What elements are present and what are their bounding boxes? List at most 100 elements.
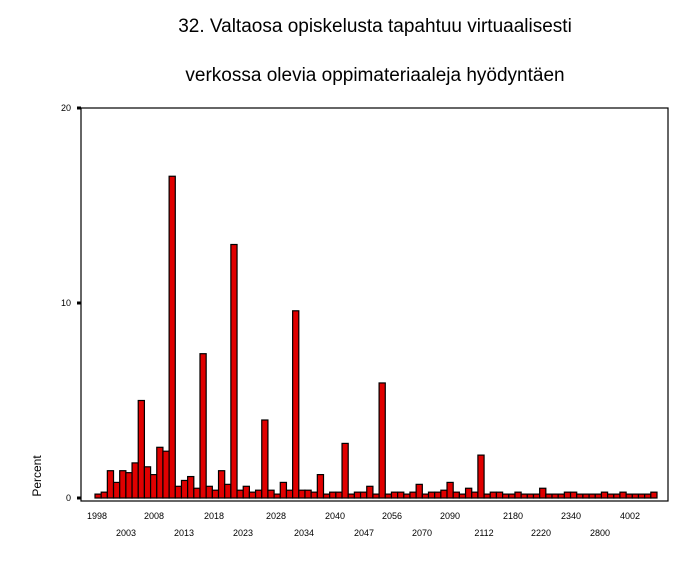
x-tick-label: 2018 [204,511,224,521]
bar [205,485,213,499]
y-tick-label: 20 [61,103,71,113]
x-tick-label: 2112 [474,528,493,538]
bar [594,493,603,499]
bar [174,485,183,499]
x-tick-label: 2034 [294,528,314,538]
bar [353,491,362,499]
bar [384,493,393,499]
x-tick-label: 2023 [233,528,253,538]
bar [477,454,485,499]
bar [236,489,244,499]
bar [100,491,108,499]
bar [532,493,541,499]
y-axis-label: Percent [30,455,44,497]
bar [508,493,516,499]
bar [224,483,232,499]
bar [637,493,646,499]
bar [131,462,139,499]
bar [502,493,510,499]
bar [625,493,633,499]
bar [335,491,343,499]
x-axis: 1998 2008 2018 2028 2040 2056 2090 2180 2340 4002… [87,511,640,538]
bar [613,493,621,499]
x-tick-label: 2180 [503,511,523,521]
bar [588,493,596,499]
bar [378,382,386,499]
bar [440,489,448,499]
bar [545,493,553,499]
bar [434,491,442,499]
bar [644,493,652,499]
bar [489,491,498,499]
bar [390,491,399,499]
bar [421,493,430,499]
bar [261,419,269,499]
bar [242,485,251,499]
bar [576,493,584,499]
bar [119,470,127,499]
chart-title-line-1: 32. Valtaosa opiskelusta tapahtuu virtua… [178,16,572,37]
bar [341,442,349,499]
bar [471,491,479,499]
x-tick-label: 2008 [144,511,164,521]
bar [600,491,609,499]
x-tick-label: 2070 [412,528,432,538]
bar [149,474,158,499]
x-tick-label: 2028 [266,511,286,521]
bar [273,493,281,499]
bar [347,493,355,499]
bar [458,493,467,499]
x-tick-label: 2090 [440,511,460,521]
chart-title-line-2: verkossa olevia oppimateriaaleja hyödynt… [185,65,565,86]
bar [526,493,535,499]
bar [582,493,590,499]
bar [619,491,627,499]
bar [230,243,238,499]
bar [180,479,189,499]
bar [427,491,436,499]
x-tick-label: 2056 [382,511,402,521]
x-tick-label: 2013 [174,528,194,538]
bar [409,491,417,499]
bar [316,474,325,499]
y-tick-label: 0 [66,493,71,503]
bar [452,491,460,499]
bar [279,481,288,499]
bar [569,491,578,499]
bar [143,466,152,499]
bar [403,493,411,499]
bar [415,483,423,499]
x-tick-label: 1998 [87,511,107,521]
bar [551,493,559,499]
bar [539,487,547,499]
bar [650,491,658,499]
bar [483,493,491,499]
bar [397,491,405,499]
bar [464,487,473,499]
bar [125,472,133,499]
bar [162,450,170,499]
x-tick-label: 2040 [325,511,345,521]
y-axis: 0 10 20 [61,103,81,503]
bar [304,489,312,499]
x-tick-label: 2047 [354,528,374,538]
bar [310,491,318,499]
x-tick-label: 2800 [590,528,610,538]
bar [248,491,257,499]
y-tick-label: 10 [61,298,71,308]
bar [137,399,146,499]
bar [106,470,115,499]
bar [112,481,121,499]
bar [94,493,102,499]
bar [520,493,528,499]
bar [292,310,300,499]
bar [557,493,565,499]
bar [156,446,164,499]
bar [359,491,368,499]
bar [267,489,275,499]
x-tick-label: 2220 [531,528,551,538]
bar [211,489,220,499]
bar [187,475,195,499]
bar [322,493,331,499]
